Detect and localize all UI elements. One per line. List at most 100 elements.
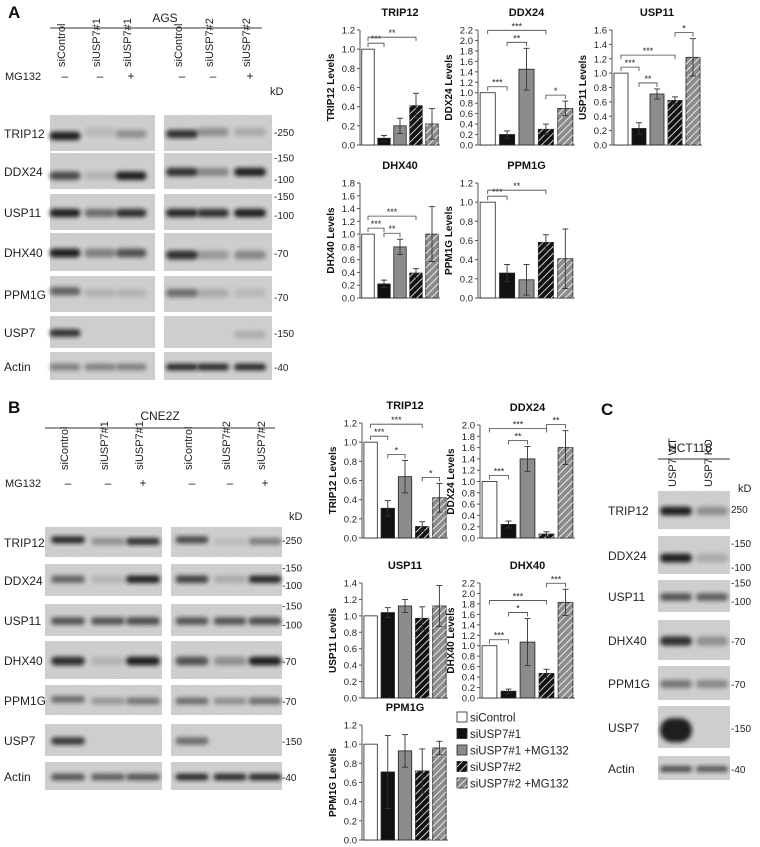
y-tick-label: 0.0 [460, 294, 473, 305]
protein-band [213, 697, 247, 705]
y-tick-label: 2.0 [462, 421, 475, 432]
protein-band [175, 773, 209, 781]
significance-label: *** [494, 631, 505, 641]
significance-label: ** [388, 224, 396, 234]
significance-bracket [489, 639, 509, 644]
protein-band [234, 208, 266, 218]
y-tick-label: 1.8 [462, 599, 475, 610]
blot-texture [50, 153, 155, 189]
y-tick-label: 0.4 [344, 495, 357, 506]
y-tick-label: 0.2 [462, 683, 475, 694]
mw-marker: -70 [274, 293, 289, 304]
y-tick-label: 1.2 [462, 631, 475, 642]
protein-band [213, 575, 247, 584]
y-tick-label: 1.8 [342, 179, 355, 190]
y-tick-label: 1.4 [460, 67, 473, 78]
y-tick-label: 0.2 [344, 816, 357, 827]
protein-label: DHX40 [4, 246, 43, 260]
y-tick-label: 0.6 [342, 255, 355, 266]
protein-band [660, 636, 692, 646]
y-tick-label: 0.2 [462, 522, 475, 533]
protein-band [248, 537, 282, 545]
protein-band [84, 208, 116, 218]
kd-label-a: kD [270, 86, 284, 98]
protein-label: PPM1G [4, 694, 46, 708]
protein-band [248, 773, 282, 781]
y-axis-label: DHX40 Levels [446, 607, 457, 674]
protein-band [115, 248, 147, 258]
y-tick-label: 1.4 [594, 40, 607, 51]
bar-hatch [425, 234, 439, 298]
bar [361, 48, 375, 146]
bar [361, 233, 375, 299]
y-axis-label: USP11 Levels [328, 608, 339, 673]
bar-hatch [667, 100, 683, 145]
y-tick-label: 0.8 [460, 217, 473, 228]
lane-label: siUSP7#1 [99, 421, 111, 470]
y-tick-label: 1.2 [344, 419, 357, 430]
lane-label: USP7 KO [703, 439, 715, 487]
treatment-signs-b: – – + – – + [65, 476, 269, 490]
protein-band [126, 537, 160, 545]
y-tick-label: 0.6 [344, 778, 357, 789]
protein-band [84, 288, 116, 298]
treatment-sign: + [261, 476, 268, 490]
significance-label: * [429, 468, 433, 478]
chart-title: PPM1G [386, 702, 425, 714]
bar-hatch [432, 497, 447, 538]
bar [363, 615, 378, 699]
chart-title: PPM1G [507, 160, 546, 172]
significance-label: ** [513, 181, 521, 191]
y-tick-label: 0.4 [460, 255, 473, 266]
significance-bracket [489, 475, 509, 480]
protein-band [49, 329, 81, 337]
y-axis-label: PPM1G Levels [444, 206, 455, 275]
protein-band [166, 288, 198, 298]
significance-label: *** [371, 219, 382, 229]
y-tick-label: 1.0 [342, 45, 355, 56]
bar-chart: USP11 USP11 Levels 0.0 0.2 0.4 0.6 0.8 1.0 1.2 1.… [328, 560, 448, 705]
significance-bracket [370, 435, 389, 441]
chart-title: USP11 [388, 560, 422, 572]
protein-band [234, 127, 266, 137]
lane-label: siUSP7#1 [91, 18, 103, 67]
significance-bracket [487, 86, 508, 91]
bar [380, 612, 395, 699]
chart-title: DDX24 [509, 7, 545, 19]
y-tick-label: 0.4 [344, 797, 357, 808]
treatment-sign: + [139, 476, 146, 490]
y-tick-label: 0.0 [460, 141, 473, 152]
mw-marker: -150 [731, 579, 751, 590]
protein-label: DDX24 [4, 165, 43, 179]
lane-label: siControl [183, 427, 195, 470]
legend-item: siControl [470, 713, 515, 725]
protein-band [696, 766, 728, 772]
significance-label: *** [512, 21, 523, 31]
protein-band [91, 617, 125, 625]
y-tick-label: 0.4 [344, 661, 357, 672]
bar [613, 72, 629, 146]
chart-title: DDX24 [510, 402, 546, 414]
protein-band [166, 129, 198, 139]
protein-label: Actin [4, 770, 31, 784]
y-tick-label: 1.0 [460, 198, 473, 209]
protein-band [234, 167, 266, 177]
protein-band [660, 766, 692, 772]
cell-line-label-c: HCT116 [668, 441, 712, 455]
protein-band [115, 208, 147, 218]
y-tick-label: 1.4 [342, 204, 355, 215]
protein-band [126, 575, 160, 584]
protein-band [84, 363, 116, 371]
protein-band [660, 680, 692, 688]
legend-item: siUSP7#2 +MG132 [470, 779, 569, 791]
lane-labels-c: USP7 WT USP7 KO [667, 438, 715, 487]
legend-swatch [456, 711, 468, 723]
y-tick-label: 0.2 [344, 514, 357, 525]
chart-title: TRIP12 [381, 7, 418, 19]
protein-band [51, 536, 85, 544]
protein-band [49, 171, 81, 180]
mw-marker: -100 [731, 597, 751, 608]
lane-label: siControl [56, 24, 68, 67]
